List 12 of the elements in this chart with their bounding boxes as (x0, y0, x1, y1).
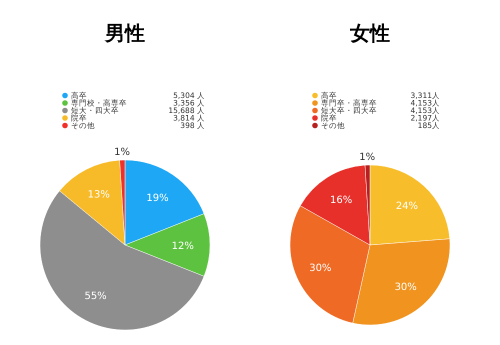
data-label: 30% (394, 282, 417, 294)
chart-title: 女性 (349, 21, 390, 45)
data-label: 30% (309, 263, 332, 274)
data-label: 1% (359, 152, 376, 164)
data-label: 24% (396, 201, 418, 212)
chart-title: 男性 (104, 21, 145, 45)
data-label: 16% (330, 194, 352, 206)
data-label: 19% (146, 193, 169, 204)
data-label: 55% (84, 290, 107, 302)
data-label: 13% (88, 190, 110, 200)
data-label: 12% (172, 241, 194, 252)
data-label: 1% (114, 147, 130, 158)
